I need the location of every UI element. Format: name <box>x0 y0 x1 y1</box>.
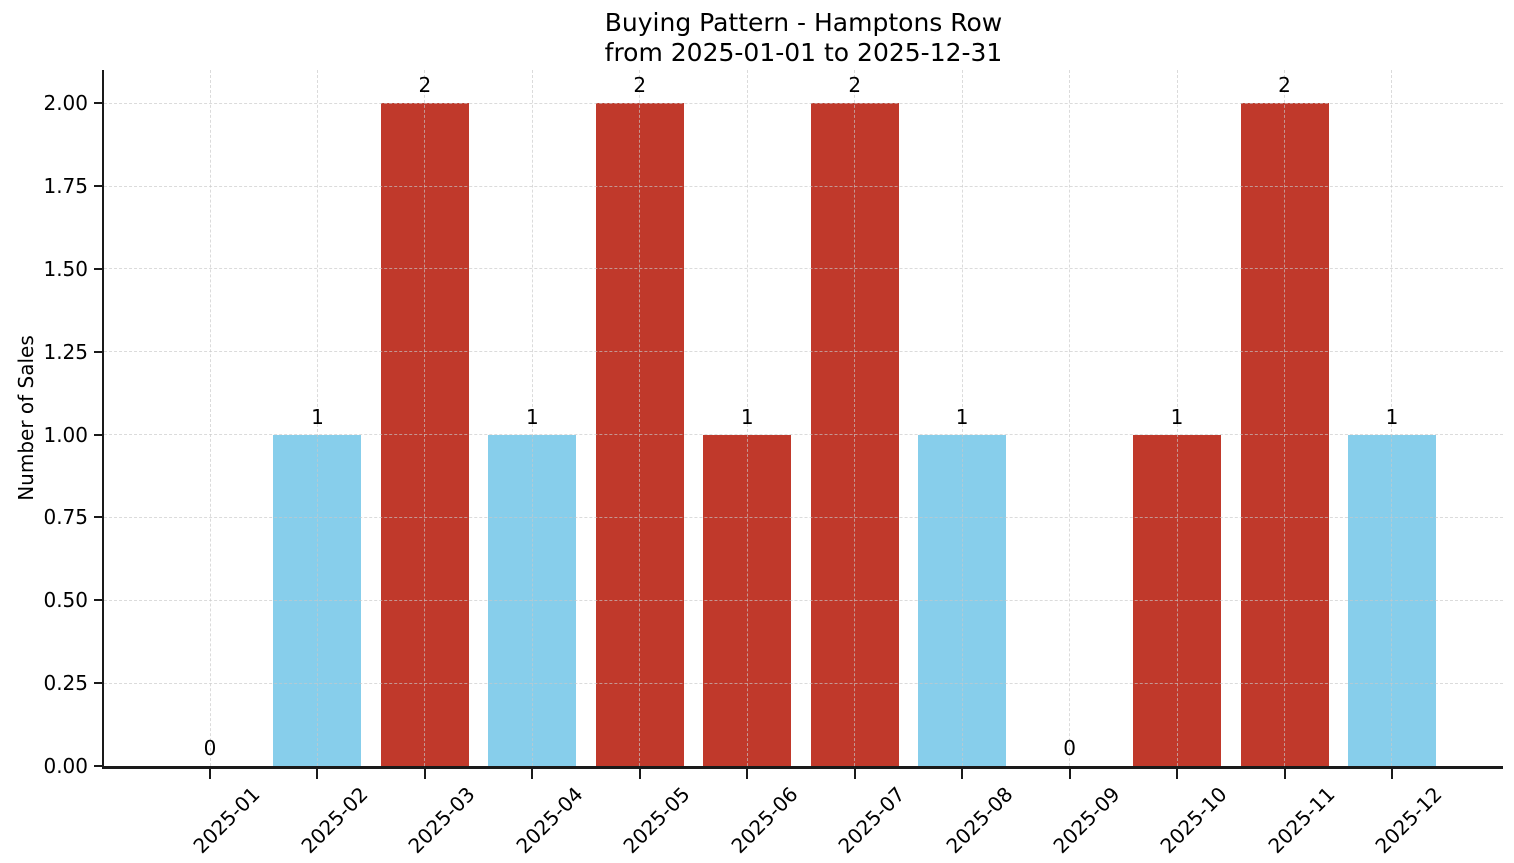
y-tick-mark <box>94 765 104 767</box>
chart-title-line1: Buying Pattern - Hamptons Row <box>604 8 1003 37</box>
y-tick-label: 1.75 <box>43 174 88 198</box>
x-tick-label-text: 2025-11 <box>1263 782 1340 859</box>
bar-value-label: 2 <box>848 73 862 98</box>
x-tick-mark <box>531 768 534 779</box>
bar-value-label: 0 <box>1063 736 1076 760</box>
gridline-vertical <box>1176 70 1178 766</box>
bar-value-label: 0 <box>203 736 217 760</box>
x-tick-mark <box>316 768 319 779</box>
x-tick-mark <box>1068 768 1071 779</box>
x-tick-mark <box>423 768 426 779</box>
x-tick-mark <box>1390 768 1393 779</box>
y-tick-label: 0.25 <box>43 671 88 696</box>
bar-value-label: 2 <box>633 73 647 98</box>
y-axis-label: Number of Sales <box>14 335 38 501</box>
x-tick-label-text: 2025-05 <box>618 782 695 859</box>
x-tick-mark <box>961 768 964 779</box>
bar-value-label: 1 <box>311 404 324 429</box>
x-tick-label-text: 2025-01 <box>188 782 265 859</box>
y-tick-mark <box>94 350 104 353</box>
y-tick-mark <box>94 682 104 685</box>
y-tick-label: 0.00 <box>43 754 88 778</box>
bar-value-label: 1 <box>525 404 539 429</box>
x-tick-mark <box>638 768 641 779</box>
gridline-vertical <box>854 70 856 766</box>
x-tick-mark <box>853 768 856 779</box>
gridline-horizontal <box>104 434 1503 436</box>
x-tick-label-text: 2025-02 <box>296 782 373 859</box>
y-tick-label: 1.50 <box>43 256 88 281</box>
y-tick-label: 1.00 <box>43 422 88 447</box>
x-tick-mark <box>1283 768 1286 779</box>
bar-value-label: 1 <box>1170 404 1184 429</box>
gridline-vertical <box>746 70 748 766</box>
gridline-vertical <box>961 70 963 766</box>
y-tick-mark <box>94 185 104 187</box>
bar-value-label: 2 <box>1278 73 1291 98</box>
bar-value-label: 1 <box>955 404 969 429</box>
gridline-vertical <box>424 70 426 766</box>
chart-title: Buying Pattern - Hamptons Row from 2025-… <box>104 8 1503 68</box>
x-tick-mark <box>1176 768 1179 779</box>
x-tick-label-text: 2025-10 <box>1155 782 1233 859</box>
y-axis-spine <box>101 70 104 769</box>
x-tick-label-text: 2025-09 <box>1048 782 1125 859</box>
gridline-horizontal <box>104 185 1503 187</box>
gridline-horizontal <box>104 682 1503 684</box>
gridline-vertical <box>316 70 318 766</box>
bar-value-label: 1 <box>1385 404 1399 429</box>
gridline-horizontal <box>104 268 1503 270</box>
y-tick-label: 0.75 <box>43 505 88 530</box>
y-tick-label: 0.50 <box>43 588 88 613</box>
y-tick-mark <box>94 516 104 519</box>
y-tick-label: 2.00 <box>43 91 88 116</box>
chart-title-line2: from 2025-01-01 to 2025-12-31 <box>604 38 1003 67</box>
x-tick-label-text: 2025-06 <box>726 782 803 859</box>
x-tick-label-text: 2025-12 <box>1370 782 1447 859</box>
gridline-horizontal <box>104 102 1503 104</box>
x-tick-mark <box>746 768 749 779</box>
x-axis-spine <box>101 766 1503 769</box>
gridline-vertical <box>1069 70 1071 766</box>
y-tick-label: 1.25 <box>43 339 88 364</box>
y-tick-mark <box>94 599 104 602</box>
x-tick-label-text: 2025-04 <box>511 782 588 859</box>
bar-value-label: 1 <box>740 404 754 429</box>
x-tick-label-text: 2025-03 <box>403 782 480 859</box>
y-tick-mark <box>94 433 104 436</box>
x-tick-label-text: 2025-08 <box>941 782 1018 859</box>
gridline-vertical <box>531 70 533 766</box>
bar-value-label: 2 <box>418 73 432 98</box>
x-tick-label-text: 2025-07 <box>833 782 910 859</box>
gridline-vertical <box>639 70 641 766</box>
x-tick-mark <box>209 768 211 779</box>
gridline-vertical <box>209 70 211 766</box>
gridline-vertical <box>1284 70 1285 766</box>
gridline-horizontal <box>104 516 1503 518</box>
y-tick-mark <box>94 102 104 105</box>
gridline-horizontal <box>104 351 1503 353</box>
gridline-vertical <box>1391 70 1393 766</box>
gridline-horizontal <box>104 599 1503 601</box>
y-tick-mark <box>94 267 104 270</box>
